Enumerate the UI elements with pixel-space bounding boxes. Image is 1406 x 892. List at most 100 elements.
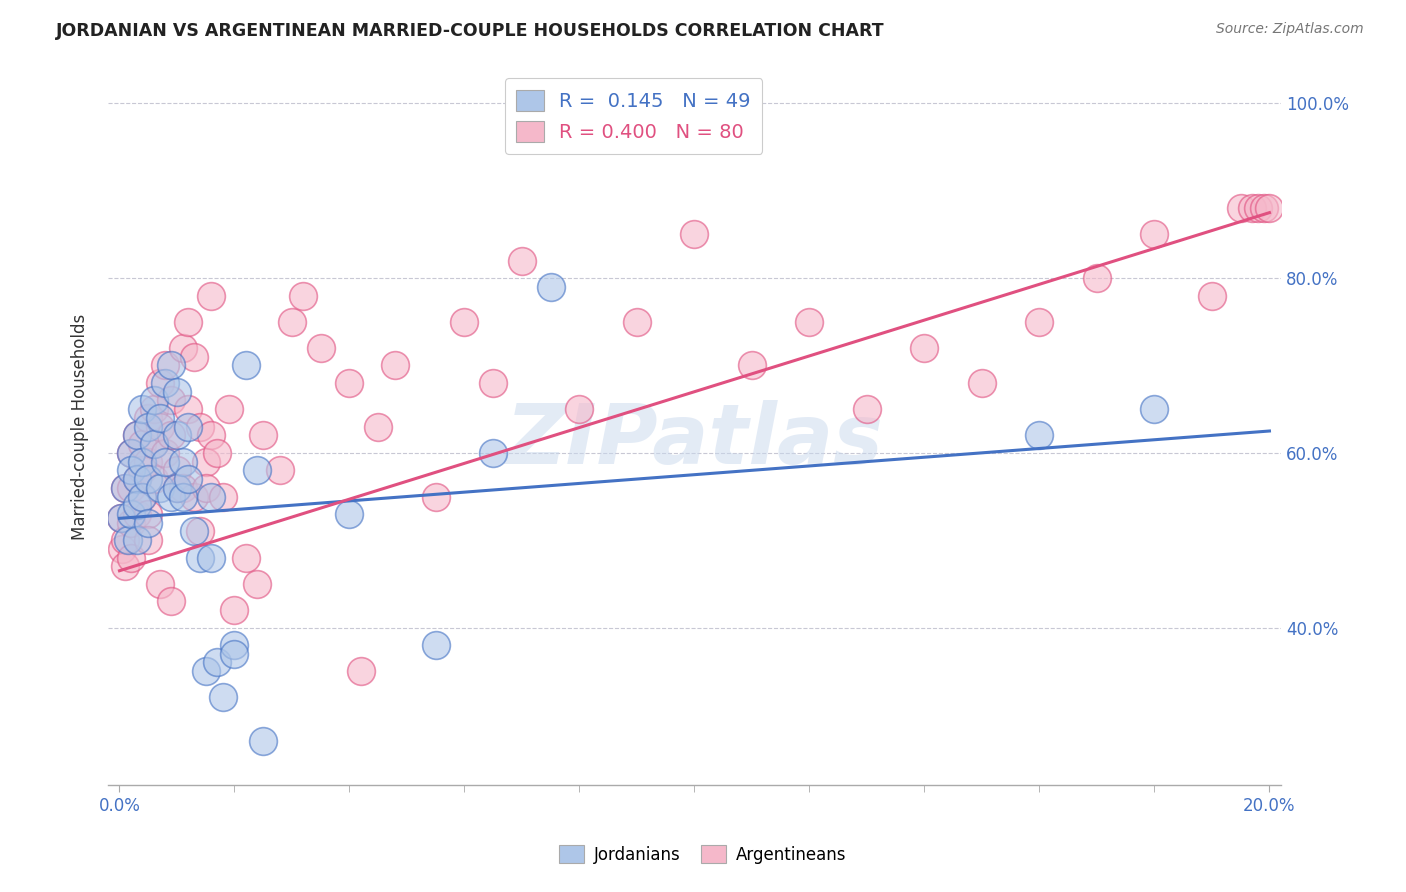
Point — [125, 498, 148, 512]
Point — [117, 533, 139, 548]
Point — [224, 647, 246, 661]
Point — [172, 454, 194, 468]
Point — [160, 393, 183, 408]
Point — [166, 384, 188, 399]
Point — [120, 516, 142, 530]
Point — [246, 463, 269, 477]
Point — [568, 402, 591, 417]
Point — [683, 227, 706, 242]
Point — [131, 463, 153, 477]
Point — [125, 428, 148, 442]
Point — [155, 454, 177, 468]
Point — [125, 507, 148, 521]
Point — [177, 419, 200, 434]
Point — [166, 481, 188, 495]
Point — [1201, 288, 1223, 302]
Point — [166, 481, 188, 495]
Point — [110, 511, 132, 525]
Point — [224, 638, 246, 652]
Point — [136, 472, 159, 486]
Point — [207, 446, 229, 460]
Point — [143, 437, 166, 451]
Point — [136, 419, 159, 434]
Point — [235, 550, 257, 565]
Point — [799, 315, 821, 329]
Legend: R =  0.145   N = 49, R = 0.400   N = 80: R = 0.145 N = 49, R = 0.400 N = 80 — [505, 78, 762, 153]
Point — [188, 524, 211, 539]
Point — [125, 472, 148, 486]
Point — [120, 446, 142, 460]
Point — [1028, 428, 1050, 442]
Text: JORDANIAN VS ARGENTINEAN MARRIED-COUPLE HOUSEHOLDS CORRELATION CHART: JORDANIAN VS ARGENTINEAN MARRIED-COUPLE … — [56, 22, 884, 40]
Point — [131, 402, 153, 417]
Point — [125, 428, 148, 442]
Point — [1229, 201, 1251, 215]
Point — [741, 359, 763, 373]
Point — [172, 481, 194, 495]
Point — [281, 315, 304, 329]
Point — [309, 341, 332, 355]
Point — [626, 315, 648, 329]
Point — [1143, 227, 1166, 242]
Point — [188, 419, 211, 434]
Point — [1247, 201, 1270, 215]
Point — [143, 472, 166, 486]
Point — [224, 603, 246, 617]
Point — [218, 402, 240, 417]
Point — [114, 559, 136, 574]
Point — [149, 481, 172, 495]
Point — [200, 288, 222, 302]
Point — [246, 577, 269, 591]
Point — [172, 490, 194, 504]
Point — [453, 315, 475, 329]
Point — [149, 376, 172, 390]
Point — [425, 490, 447, 504]
Point — [183, 524, 205, 539]
Point — [367, 419, 389, 434]
Point — [131, 437, 153, 451]
Point — [114, 533, 136, 548]
Point — [188, 550, 211, 565]
Text: Source: ZipAtlas.com: Source: ZipAtlas.com — [1216, 22, 1364, 37]
Point — [155, 376, 177, 390]
Point — [120, 481, 142, 495]
Point — [1253, 201, 1275, 215]
Point — [125, 533, 148, 548]
Point — [172, 341, 194, 355]
Point — [212, 690, 235, 705]
Point — [235, 359, 257, 373]
Point — [252, 734, 274, 748]
Point — [125, 472, 148, 486]
Point — [914, 341, 936, 355]
Point — [120, 463, 142, 477]
Point — [252, 428, 274, 442]
Point — [160, 428, 183, 442]
Point — [149, 419, 172, 434]
Point — [120, 550, 142, 565]
Point — [350, 664, 373, 678]
Point — [131, 454, 153, 468]
Point — [166, 428, 188, 442]
Point — [120, 446, 142, 460]
Point — [143, 437, 166, 451]
Point — [183, 350, 205, 364]
Point — [155, 446, 177, 460]
Point — [166, 463, 188, 477]
Point — [200, 428, 222, 442]
Point — [384, 359, 406, 373]
Point — [1143, 402, 1166, 417]
Point — [194, 664, 217, 678]
Point — [155, 359, 177, 373]
Point — [111, 541, 134, 556]
Point — [149, 411, 172, 425]
Point — [160, 359, 183, 373]
Point — [212, 490, 235, 504]
Point — [110, 511, 132, 525]
Point — [194, 481, 217, 495]
Y-axis label: Married-couple Households: Married-couple Households — [72, 313, 89, 540]
Point — [194, 454, 217, 468]
Point — [136, 454, 159, 468]
Point — [160, 490, 183, 504]
Point — [149, 577, 172, 591]
Point — [177, 315, 200, 329]
